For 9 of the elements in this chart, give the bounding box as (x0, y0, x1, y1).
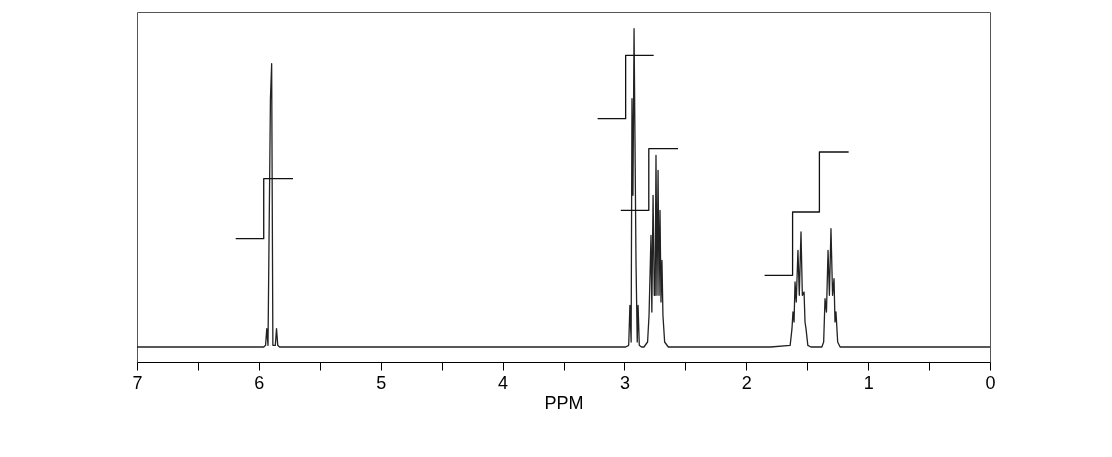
x-tick-label: 6 (254, 372, 265, 393)
x-tick-label: 1 (863, 372, 874, 393)
x-tick-label: 4 (498, 372, 509, 393)
x-tick-label: 7 (132, 372, 143, 393)
x-tick-label: 5 (376, 372, 387, 393)
x-axis-title: PPM (544, 392, 584, 413)
x-tick-label: 3 (619, 372, 630, 393)
x-tick-label: 2 (741, 372, 752, 393)
x-tick-label: 0 (985, 372, 996, 393)
